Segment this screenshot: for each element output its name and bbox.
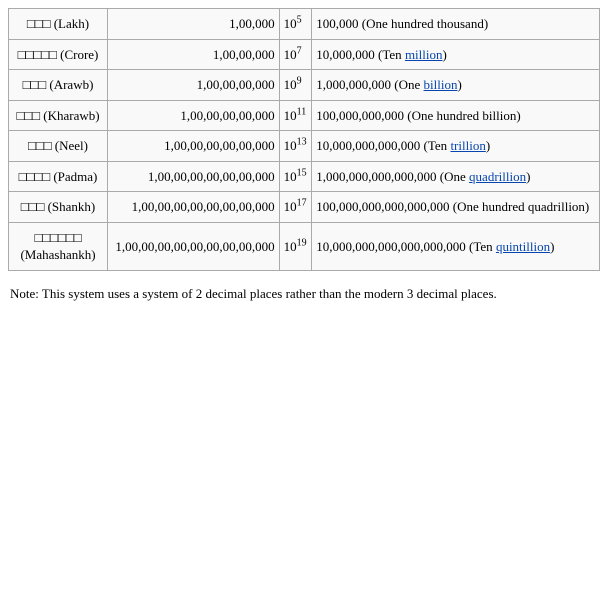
wiki-link[interactable]: quadrillion <box>469 169 526 184</box>
name-latin: (Arawb) <box>46 77 93 92</box>
indian-number-cell: 1,00,00,00,00,00,000 <box>108 131 280 162</box>
name-cell: □□□ (Neel) <box>9 131 108 162</box>
power-cell: 1017 <box>279 192 312 223</box>
western-cell: 100,000,000,000 (One hundred billion) <box>312 100 600 131</box>
native-script-placeholder: □□□ <box>23 77 47 92</box>
western-text: 1,000,000,000 (One <box>316 77 423 92</box>
western-text-after: ) <box>550 239 554 254</box>
western-text: 100,000 (One hundred thousand) <box>316 16 488 31</box>
power-cell: 109 <box>279 70 312 101</box>
native-script-placeholder: □□□ <box>16 108 40 123</box>
native-script-placeholder: □□□ <box>28 138 52 153</box>
table-row: □□□ (Neel)1,00,00,00,00,00,000101310,000… <box>9 131 600 162</box>
wiki-link[interactable]: million <box>405 47 443 62</box>
power-base: 10 <box>284 47 297 62</box>
native-script-placeholder: □□□ <box>21 199 45 214</box>
power-base: 10 <box>284 199 297 214</box>
power-cell: 1015 <box>279 161 312 192</box>
western-text: 100,000,000,000,000,000 (One hundred qua… <box>316 199 589 214</box>
western-cell: 100,000,000,000,000,000 (One hundred qua… <box>312 192 600 223</box>
name-latin: (Shankh) <box>44 199 95 214</box>
name-cell: □□□ (Lakh) <box>9 9 108 40</box>
power-cell: 1013 <box>279 131 312 162</box>
table-row: □□□□ (Padma)1,00,00,00,00,00,00,00010151… <box>9 161 600 192</box>
indian-number-cell: 1,00,00,00,00,00,00,000 <box>108 161 280 192</box>
power-exponent: 9 <box>297 76 302 87</box>
footnote-text: Note: This system uses a system of 2 dec… <box>10 285 598 304</box>
western-cell: 10,000,000 (Ten million) <box>312 39 600 70</box>
indian-number-cell: 1,00,00,00,00,000 <box>108 100 280 131</box>
western-cell: 10,000,000,000,000,000,000 (Ten quintill… <box>312 222 600 270</box>
table-row: □□□ (Kharawb)1,00,00,00,00,0001011100,00… <box>9 100 600 131</box>
power-exponent: 15 <box>297 167 307 178</box>
name-cell: □□□ (Kharawb) <box>9 100 108 131</box>
name-cell: □□□ (Shankh) <box>9 192 108 223</box>
western-text: 10,000,000 (Ten <box>316 47 405 62</box>
power-base: 10 <box>284 138 297 153</box>
western-text-after: ) <box>486 138 490 153</box>
wiki-link[interactable]: quintillion <box>496 239 550 254</box>
name-latin: (Neel) <box>52 138 88 153</box>
western-text: 10,000,000,000,000,000,000 (Ten <box>316 239 496 254</box>
power-base: 10 <box>284 169 297 184</box>
power-base: 10 <box>284 108 297 123</box>
power-cell: 1019 <box>279 222 312 270</box>
indian-number-cell: 1,00,000 <box>108 9 280 40</box>
native-script-placeholder: □□□□□ <box>18 47 57 62</box>
table-row: □□□ (Arawb)1,00,00,00,0001091,000,000,00… <box>9 70 600 101</box>
western-text: 100,000,000,000 (One hundred billion) <box>316 108 520 123</box>
power-base: 10 <box>284 77 297 92</box>
western-text: 10,000,000,000,000 (Ten <box>316 138 450 153</box>
name-cell: □□□□ (Padma) <box>9 161 108 192</box>
table-row: □□□ (Shankh)1,00,00,00,00,00,00,00,00010… <box>9 192 600 223</box>
western-text-after: ) <box>443 47 447 62</box>
power-exponent: 7 <box>297 45 302 56</box>
power-base: 10 <box>284 16 297 31</box>
wiki-link[interactable]: trillion <box>450 138 485 153</box>
power-cell: 105 <box>279 9 312 40</box>
table-row: □□□□□ (Crore)1,00,00,00010710,000,000 (T… <box>9 39 600 70</box>
power-base: 10 <box>284 239 297 254</box>
name-cell: □□□□□ (Crore) <box>9 39 108 70</box>
native-script-placeholder: □□□□□□ <box>34 230 81 245</box>
western-cell: 10,000,000,000,000 (Ten trillion) <box>312 131 600 162</box>
table-row: □□□□□□ (Mahashankh) 1,00,00,00,00,00,00,00… <box>9 222 600 270</box>
western-cell: 100,000 (One hundred thousand) <box>312 9 600 40</box>
power-exponent: 5 <box>297 15 302 26</box>
western-cell: 1,000,000,000,000,000 (One quadrillion) <box>312 161 600 192</box>
name-latin: (Lakh) <box>50 16 89 31</box>
western-text-after: ) <box>458 77 462 92</box>
indian-number-cell: 1,00,00,00,000 <box>108 70 280 101</box>
name-latin: (Crore) <box>57 47 99 62</box>
power-exponent: 19 <box>297 237 307 248</box>
western-text: 1,000,000,000,000,000 (One <box>316 169 469 184</box>
power-cell: 1011 <box>279 100 312 131</box>
indian-number-cell: 1,00,00,00,00,00,00,00,000 <box>108 192 280 223</box>
table-row: □□□ (Lakh)1,00,000105100,000 (One hundre… <box>9 9 600 40</box>
indian-number-cell: 1,00,00,00,00,00,00,00,00,000 <box>108 222 280 270</box>
power-exponent: 17 <box>297 198 307 209</box>
power-cell: 107 <box>279 39 312 70</box>
native-script-placeholder: □□□□ <box>19 169 50 184</box>
western-text-after: ) <box>526 169 530 184</box>
number-names-table: □□□ (Lakh)1,00,000105100,000 (One hundre… <box>8 8 600 271</box>
indian-number-cell: 1,00,00,000 <box>108 39 280 70</box>
name-cell: □□□ (Arawb) <box>9 70 108 101</box>
power-exponent: 11 <box>297 106 307 117</box>
power-exponent: 13 <box>297 137 307 148</box>
name-latin: (Padma) <box>50 169 97 184</box>
name-cell: □□□□□□ (Mahashankh) <box>9 222 108 270</box>
native-script-placeholder: □□□ <box>27 16 51 31</box>
western-cell: 1,000,000,000 (One billion) <box>312 70 600 101</box>
name-latin: (Mahashankh) <box>20 247 95 262</box>
name-latin: (Kharawb) <box>40 108 100 123</box>
wiki-link[interactable]: billion <box>424 77 458 92</box>
